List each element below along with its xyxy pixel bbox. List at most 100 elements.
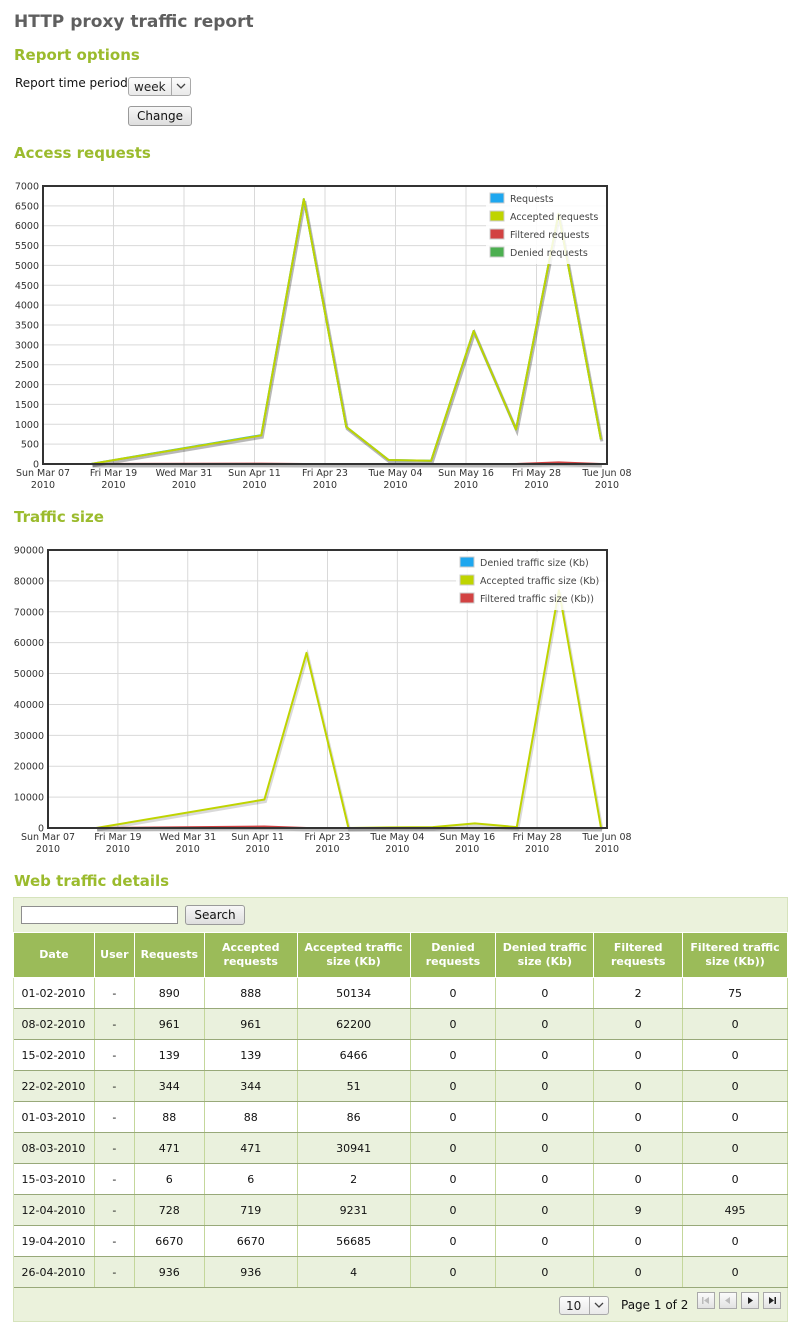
cell-denied-requests: 0 (410, 1194, 497, 1226)
x-tick-year: 2010 (176, 844, 200, 855)
y-tick-label: 500 (21, 440, 39, 451)
x-tick-year: 2010 (36, 844, 60, 855)
cell-filtered-traffic-size: 0 (682, 1101, 788, 1133)
plot-border (42, 185, 608, 465)
next-page-icon (748, 1297, 753, 1304)
x-tick-label: Fri May 28 (512, 468, 561, 479)
cell-filtered-requests: 0 (593, 1163, 684, 1195)
prev-page-icon (725, 1297, 730, 1304)
y-tick-label: 7000 (15, 182, 39, 193)
y-tick-label: 60000 (14, 638, 44, 649)
cell-accepted-requests: 6 (204, 1163, 298, 1195)
cell-requests: 6670 (134, 1225, 205, 1257)
column-header-denied-traffic-size[interactable]: Denied traffic size (Kb) (495, 932, 595, 978)
y-tick-label: 10000 (14, 793, 44, 804)
y-tick-label: 3000 (15, 340, 39, 351)
x-tick-label: Sun May 16 (438, 468, 494, 479)
cell-accepted-traffic-size: 6466 (297, 1039, 411, 1071)
table-row[interactable]: 01-03-2010-88 88 86 0 0 0 0 (13, 1101, 788, 1133)
x-tick-year: 2010 (172, 480, 196, 491)
column-header-requests[interactable]: Requests (133, 932, 205, 978)
cell-filtered-traffic-size: 75 (682, 977, 788, 1009)
cell-filtered-requests: 9 (593, 1194, 684, 1226)
series-shadow (96, 591, 604, 832)
column-header-filtered-requests[interactable]: Filtered requests (593, 932, 684, 978)
table-row[interactable]: 12-04-2010-728 719 9231 0 0 9 495 (13, 1194, 788, 1226)
cell-date: 22-02-2010 (13, 1070, 95, 1102)
prev-page-button[interactable] (719, 1292, 737, 1309)
legend-label: Filtered traffic size (Kb)) (480, 594, 594, 605)
y-tick-label: 1500 (15, 400, 39, 411)
change-button[interactable]: Change (128, 106, 192, 126)
cell-denied-traffic-size: 0 (495, 1101, 595, 1133)
x-tick-year: 2010 (101, 480, 125, 491)
table-row[interactable]: 15-02-2010-139 139 6466 0 0 0 0 (13, 1039, 788, 1071)
first-page-button[interactable] (697, 1292, 715, 1309)
column-header-date[interactable]: Date (13, 932, 95, 978)
legend-swatch (489, 210, 505, 222)
x-tick-year: 2010 (454, 480, 478, 491)
table-header-row: Date User Requests Accepted requests Acc… (13, 932, 788, 978)
y-tick-label: 30000 (14, 731, 44, 742)
table-row[interactable]: 08-02-2010-961 961 62200 0 0 0 0 (13, 1008, 788, 1040)
series-shadow (92, 462, 602, 468)
search-input[interactable] (21, 906, 178, 924)
x-tick-label: Sun Mar 07 (21, 832, 75, 843)
x-tick-label: Fri Apr 23 (302, 468, 348, 479)
cell-user: - (94, 1194, 135, 1226)
report-period-label: Report time period: (15, 76, 132, 90)
column-header-accepted-traffic-size[interactable]: Accepted traffic size (Kb) (296, 932, 411, 978)
last-page-button[interactable] (763, 1292, 781, 1309)
cell-denied-requests: 0 (410, 1132, 497, 1164)
cell-accepted-traffic-size: 51 (297, 1070, 411, 1102)
cell-filtered-traffic-size: 0 (682, 1225, 788, 1257)
cell-user: - (94, 1039, 135, 1071)
legend-label: Denied requests (510, 248, 588, 259)
cell-requests: 471 (134, 1132, 205, 1164)
cell-user: - (94, 1070, 135, 1102)
column-header-filtered-traffic-size[interactable]: Filtered traffic size (Kb)) (682, 932, 788, 978)
cell-date: 01-02-2010 (13, 977, 95, 1009)
series-shadow (92, 200, 604, 468)
cell-accepted-traffic-size: 86 (297, 1101, 411, 1133)
table-row[interactable]: 19-04-2010-6670 6670 56685 0 0 0 0 (13, 1225, 788, 1257)
page-size-select[interactable]: 10 (559, 1296, 609, 1315)
chart-legend: Denied traffic size (Kb) Accepted traffic… (456, 552, 606, 610)
column-header-user[interactable]: User (93, 932, 135, 978)
report-period-select[interactable]: week (128, 77, 191, 96)
series-shadow (92, 200, 604, 468)
legend-swatch (459, 556, 475, 568)
cell-accepted-traffic-size: 56685 (297, 1225, 411, 1257)
cell-denied-requests: 0 (410, 977, 497, 1009)
next-page-button[interactable] (741, 1292, 759, 1309)
cell-filtered-requests: 0 (593, 1225, 684, 1257)
cell-filtered-traffic-size: 495 (682, 1194, 788, 1226)
cell-accepted-requests: 936 (204, 1256, 298, 1288)
table-row[interactable]: 26-04-2010-936 936 4 0 0 0 0 (13, 1256, 788, 1288)
x-tick-year: 2010 (31, 480, 55, 491)
column-header-accepted-requests[interactable]: Accepted requests (203, 932, 298, 978)
x-tick-year: 2010 (242, 480, 266, 491)
cell-user: - (94, 1163, 135, 1195)
plot-border (47, 549, 608, 829)
table-row[interactable]: 08-03-2010-471 471 30941 0 0 0 0 (13, 1132, 788, 1164)
x-tick-label: Tue Jun 08 (581, 468, 631, 479)
cell-accepted-traffic-size: 4 (297, 1256, 411, 1288)
cell-requests: 344 (134, 1070, 205, 1102)
cell-denied-requests: 0 (410, 1225, 497, 1257)
y-tick-label: 90000 (14, 546, 44, 557)
y-tick-label: 4500 (15, 281, 39, 292)
legend-swatch (459, 574, 475, 586)
x-tick-label: Sun May 16 (439, 832, 495, 843)
cell-accepted-requests: 888 (204, 977, 298, 1009)
table-row[interactable]: 01-02-2010-890 888 50134 0 0 2 75 (13, 977, 788, 1009)
column-header-denied-requests[interactable]: Denied requests (409, 932, 497, 978)
table-row[interactable]: 22-02-2010-344 344 51 0 0 0 0 (13, 1070, 788, 1102)
legend-label: Accepted requests (510, 212, 598, 223)
x-tick-label: Sun Mar 07 (16, 468, 70, 479)
cell-filtered-requests: 2 (593, 977, 684, 1009)
search-button[interactable]: Search (185, 905, 245, 925)
table-row[interactable]: 15-03-2010-6 6 2 0 0 0 0 (13, 1163, 788, 1195)
x-tick-year: 2010 (106, 844, 130, 855)
